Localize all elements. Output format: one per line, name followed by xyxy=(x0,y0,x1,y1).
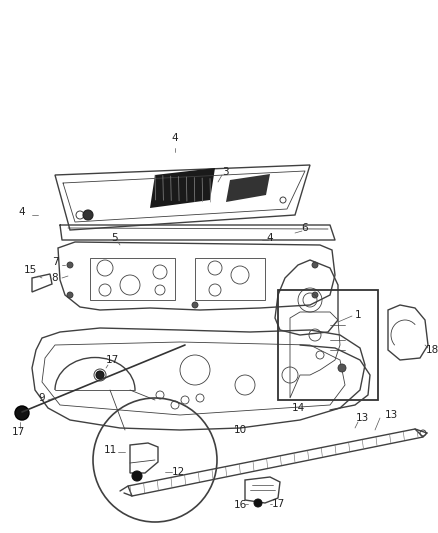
Text: 18: 18 xyxy=(425,345,438,355)
Text: 5: 5 xyxy=(112,233,118,243)
Text: 8: 8 xyxy=(52,273,58,283)
Text: 4: 4 xyxy=(267,233,273,243)
Circle shape xyxy=(192,302,198,308)
Text: 13: 13 xyxy=(385,410,398,420)
Circle shape xyxy=(67,292,73,298)
Text: 16: 16 xyxy=(233,500,247,510)
Text: 17: 17 xyxy=(106,355,119,365)
Circle shape xyxy=(338,364,346,372)
Circle shape xyxy=(83,210,93,220)
Text: 15: 15 xyxy=(23,265,37,275)
Circle shape xyxy=(254,499,262,507)
Bar xyxy=(278,290,378,400)
Text: 4: 4 xyxy=(172,133,178,143)
Text: 17: 17 xyxy=(272,499,285,509)
Text: 14: 14 xyxy=(291,403,304,413)
Text: 1: 1 xyxy=(355,310,362,320)
Text: 4: 4 xyxy=(19,207,25,217)
Text: 6: 6 xyxy=(302,223,308,233)
Text: 17: 17 xyxy=(11,427,25,437)
Polygon shape xyxy=(226,174,270,202)
Circle shape xyxy=(67,262,73,268)
Text: 7: 7 xyxy=(52,257,58,267)
Text: 3: 3 xyxy=(222,167,228,177)
Text: 11: 11 xyxy=(103,445,117,455)
Text: 10: 10 xyxy=(233,425,247,435)
Text: 12: 12 xyxy=(171,467,185,477)
Polygon shape xyxy=(150,168,215,208)
Text: 13: 13 xyxy=(355,413,369,423)
Circle shape xyxy=(312,262,318,268)
Circle shape xyxy=(96,371,104,379)
Circle shape xyxy=(15,406,29,420)
Text: 9: 9 xyxy=(39,393,45,403)
Circle shape xyxy=(312,292,318,298)
Circle shape xyxy=(17,407,27,417)
Circle shape xyxy=(132,471,142,481)
